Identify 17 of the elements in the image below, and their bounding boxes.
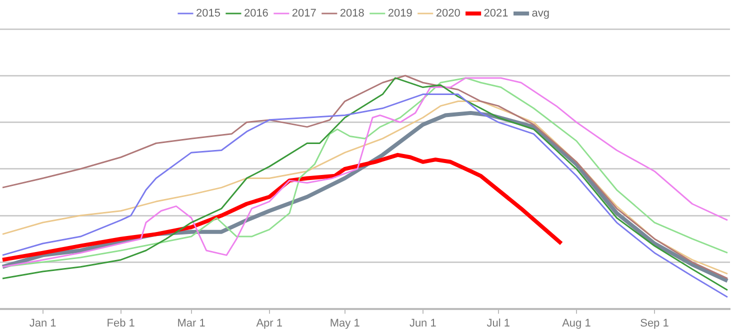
legend-label: 2021	[484, 8, 508, 20]
x-tick-label: May 1	[330, 317, 360, 330]
x-tick-label: Apr 1	[256, 317, 282, 330]
legend-label: 2017	[292, 8, 316, 20]
legend-label: avg	[532, 8, 550, 20]
legend-label: 2018	[340, 8, 364, 20]
x-tick-label: Jun 1	[409, 317, 436, 330]
x-tick-label: Jul 1	[486, 317, 510, 330]
legend-label: 2016	[244, 8, 268, 20]
x-tick-label: Feb 1	[106, 317, 135, 330]
legend-label: 2019	[388, 8, 412, 20]
legend-label: 2020	[436, 8, 460, 20]
x-tick-label: Aug 1	[562, 317, 591, 330]
x-tick-label: Jan 1	[29, 317, 56, 330]
legend-label: 2015	[196, 8, 220, 20]
x-tick-label: Sep 1	[640, 317, 669, 330]
x-tick-label: Mar 1	[177, 317, 206, 330]
